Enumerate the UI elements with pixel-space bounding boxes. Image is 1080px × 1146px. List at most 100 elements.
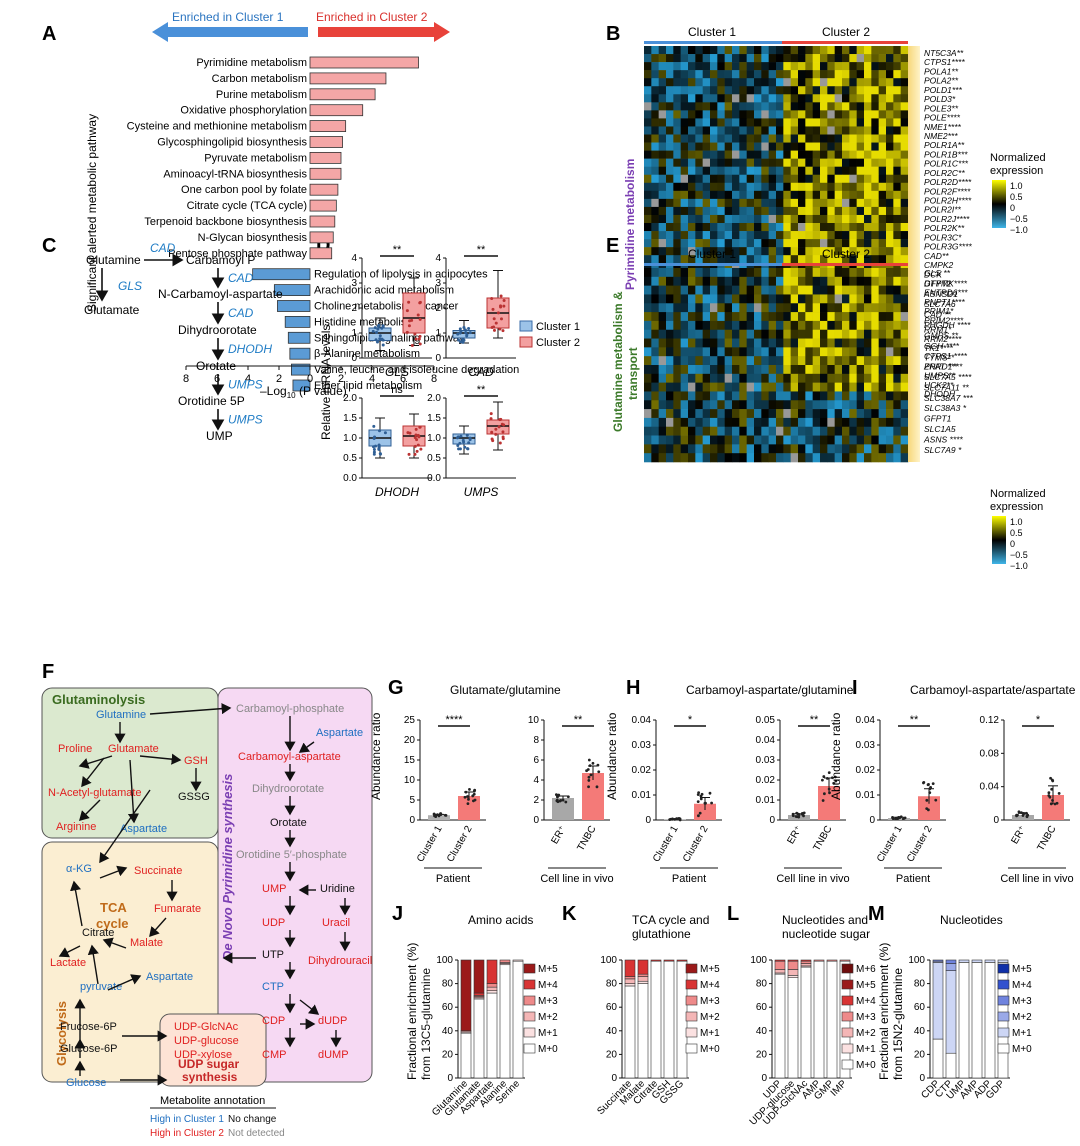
category-label: Cysteine and methionine metabolism xyxy=(127,121,307,133)
denovo-title: De Novo Pyrimidine synthesis xyxy=(220,774,235,960)
heat-cell xyxy=(820,285,828,295)
heat-cell xyxy=(805,206,813,216)
heat-cell xyxy=(783,223,791,232)
heat-cell xyxy=(644,110,652,119)
heat-cell xyxy=(739,312,747,322)
heat-cell xyxy=(856,134,865,143)
point xyxy=(931,782,935,786)
heat-cell xyxy=(754,110,762,119)
heat-cell xyxy=(776,435,784,445)
heat-cell xyxy=(783,142,791,151)
heat-cell xyxy=(673,182,681,192)
y-tick-label: 60 xyxy=(442,1002,454,1013)
heat-cell xyxy=(790,182,799,192)
heat-cell xyxy=(856,174,865,184)
point xyxy=(374,338,378,342)
heat-cell xyxy=(651,247,659,256)
heat-cell xyxy=(658,110,667,119)
glycolysis-title: Glycolysis xyxy=(54,1001,69,1066)
y-tick-label: 100 xyxy=(600,955,617,966)
legend-swatch xyxy=(685,963,698,974)
heat-cell xyxy=(849,417,857,428)
heat-cell xyxy=(644,285,652,295)
heat-cell xyxy=(805,70,813,79)
heat-cell xyxy=(886,373,894,383)
heat-cell xyxy=(886,102,894,111)
heat-cell xyxy=(798,263,806,272)
y-tick-label: 20 xyxy=(914,1049,926,1060)
heat-cell xyxy=(871,78,879,87)
heat-cell xyxy=(776,276,784,286)
heat-cell xyxy=(724,426,733,436)
gene-label: POLR3G**** xyxy=(924,242,972,252)
y-tick-label: 0.04 xyxy=(756,735,776,746)
heat-cell xyxy=(790,206,799,216)
x-tick-label: TNBC xyxy=(1035,824,1058,853)
point xyxy=(668,818,672,822)
heat-cell xyxy=(893,142,901,151)
heat-cell xyxy=(761,347,769,357)
heat-cell xyxy=(739,46,747,55)
heat-cell xyxy=(732,365,740,375)
heat-cell xyxy=(820,86,828,95)
heat-cell xyxy=(666,206,674,216)
heat-cell xyxy=(695,46,703,55)
heat-cell xyxy=(827,102,835,111)
heat-cell xyxy=(761,338,769,348)
sig-label: * xyxy=(1036,714,1041,726)
y-tick-label: 60 xyxy=(914,1002,926,1013)
heat-cell xyxy=(651,365,659,375)
heat-cell xyxy=(790,231,799,240)
heat-cell xyxy=(900,294,909,304)
heat-cell xyxy=(827,174,835,184)
point xyxy=(502,304,506,308)
point xyxy=(437,814,441,818)
heat-cell xyxy=(878,417,887,428)
heat-cell xyxy=(761,231,769,240)
heat-cell xyxy=(739,373,747,383)
heat-cell xyxy=(702,126,711,135)
heat-cell xyxy=(812,347,821,357)
heat-cell xyxy=(724,247,733,256)
heat-cell xyxy=(673,417,681,428)
point xyxy=(501,329,505,333)
heat-cell xyxy=(849,86,857,95)
heat-cell xyxy=(732,126,740,135)
x-tick-label: Cluster 1 xyxy=(415,824,445,865)
heat-cell xyxy=(754,166,762,176)
metabolite-0: Glutamine xyxy=(96,709,146,721)
heat-cell xyxy=(761,400,769,410)
heat-cell xyxy=(842,223,850,232)
metabolite-38: UDP-xylose xyxy=(174,1049,232,1061)
heat-cell xyxy=(732,54,740,63)
heat-cell xyxy=(798,223,806,232)
heat-cell xyxy=(724,86,733,95)
heat-cell xyxy=(871,102,879,111)
heat-cell xyxy=(666,338,674,348)
heat-cell xyxy=(900,285,909,295)
heat-cell xyxy=(732,118,740,127)
heat-cell xyxy=(688,166,696,176)
point xyxy=(1049,802,1053,806)
heat-cell xyxy=(790,435,799,445)
stack-segment xyxy=(624,978,636,984)
heat-cell xyxy=(680,453,689,463)
stack-segment xyxy=(971,959,983,963)
heat-cell xyxy=(900,409,909,419)
heat-cell xyxy=(790,444,799,454)
heat-cell xyxy=(658,453,667,463)
stack-segment xyxy=(787,960,799,970)
y-tick-label: 1.5 xyxy=(343,413,357,424)
heat-cell xyxy=(827,182,835,192)
heat-cell xyxy=(798,110,806,119)
point xyxy=(1050,787,1054,791)
gene-label: POLR3C* xyxy=(924,232,962,242)
heat-cell xyxy=(783,118,791,127)
heat-cell xyxy=(768,102,777,111)
heat-cell xyxy=(798,400,806,410)
heat-cell xyxy=(893,166,901,176)
heat-cell xyxy=(900,444,909,454)
heat-cell xyxy=(651,338,659,348)
point xyxy=(827,771,831,775)
legend-label: M+2 xyxy=(1012,1012,1032,1023)
